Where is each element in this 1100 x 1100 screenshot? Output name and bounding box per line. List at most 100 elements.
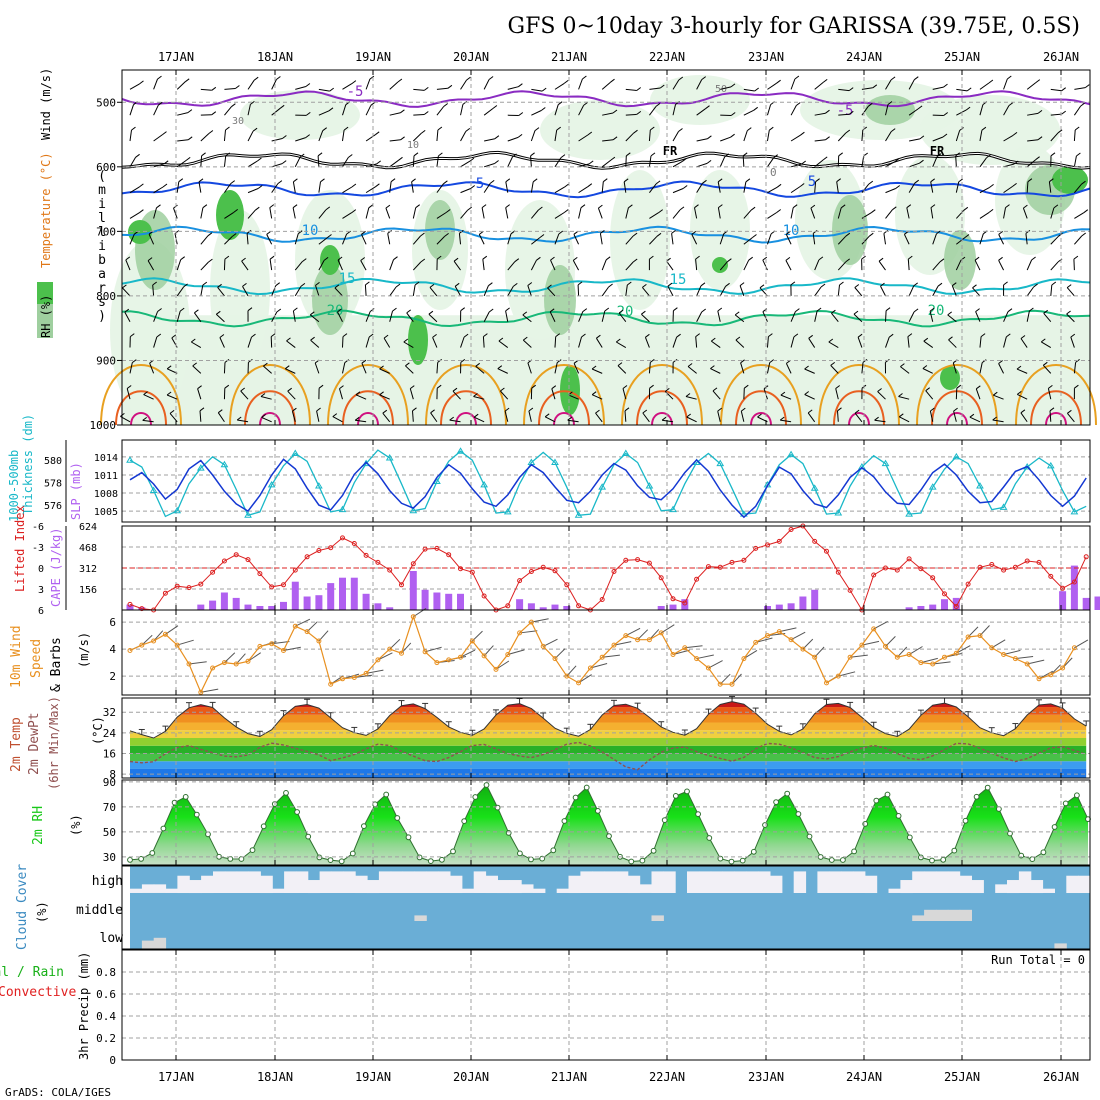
rh-tick-label: 30 (103, 851, 116, 864)
wind-barb (269, 259, 273, 271)
cloud-high-clear (853, 871, 866, 893)
wind-barb (814, 82, 824, 90)
temp-band (130, 730, 1087, 738)
wind-barb (223, 362, 226, 374)
wind-barb-flag (555, 333, 561, 338)
wind-barb (567, 419, 579, 423)
wind-barb-flag (925, 387, 931, 392)
rh-point (717, 855, 724, 862)
bottom-date-label: 17JAN (158, 1070, 194, 1084)
wind-speed-point (705, 665, 711, 671)
li-point (257, 571, 263, 577)
wind-barb-flag (898, 413, 904, 418)
li-tick-label: 0 (38, 564, 44, 575)
cloud-high-clear (710, 871, 724, 893)
top-date-label: 21JAN (551, 50, 587, 64)
wind-barb (507, 156, 513, 168)
wind-barb (743, 209, 752, 219)
li-point (399, 582, 404, 588)
wind-barb-flag (305, 112, 311, 116)
wind-barb-flag (623, 178, 629, 183)
rh-point (906, 834, 913, 841)
rh-point (405, 834, 412, 841)
rh-shade-mid (425, 200, 455, 260)
wind-barb (366, 669, 384, 674)
wind-barb-flag (776, 183, 782, 188)
wind-barb-flag (494, 135, 500, 140)
wind-barb-flag (124, 308, 130, 313)
cape-bar (917, 606, 925, 610)
wind-barb (696, 311, 703, 322)
wind-barb (217, 286, 225, 297)
wind-speed-point (458, 654, 463, 660)
wind-barb (554, 104, 559, 116)
li-point (717, 564, 723, 570)
wind-barb (649, 183, 657, 193)
thickness-frame (121, 439, 1091, 523)
wind-barb (951, 285, 957, 297)
wind-barb (337, 311, 343, 322)
temp-band (130, 768, 1087, 778)
wind-barb (932, 661, 951, 665)
wind-speed-point (942, 654, 947, 660)
thickness-point (456, 447, 465, 454)
cloud-high-clear (426, 871, 439, 893)
wind-barb (152, 284, 155, 296)
wind-barb (315, 285, 320, 297)
cloud-high-clear (319, 871, 332, 893)
cape-bar (244, 604, 252, 610)
wind-speed-point (434, 660, 440, 666)
wind-barb (1074, 639, 1089, 649)
cloud-high-clear (947, 871, 961, 893)
wind-barb (1015, 656, 1034, 660)
wind-barb-flag (178, 178, 184, 183)
wind-barb (436, 212, 447, 219)
wind-barb (672, 649, 690, 656)
wind-barb-flag (930, 178, 936, 183)
wind-barb (743, 259, 750, 271)
wind-barb (247, 160, 258, 168)
wind-barb-flag (505, 178, 511, 183)
li-point (729, 559, 735, 565)
wind-barb-flag (512, 153, 517, 158)
li-point (316, 548, 322, 553)
wind-speed-point (399, 650, 404, 656)
wind-barb-flag (255, 206, 260, 211)
wind-barb (482, 336, 485, 348)
wind-barb (766, 104, 772, 116)
wind-barb (527, 362, 532, 374)
wind-barb (601, 286, 610, 297)
wind-barb-flag (276, 308, 282, 313)
wind-barb (1050, 261, 1059, 271)
wind-barb (148, 233, 155, 245)
wind-barb-flag (1041, 338, 1046, 343)
wind-barb-flag (922, 365, 928, 369)
wind-barb-flag (185, 156, 191, 161)
wind-barb-flag (1085, 84, 1090, 88)
wind-barb (1050, 284, 1053, 296)
wind-barb (294, 286, 302, 297)
wind-barb (900, 366, 910, 374)
wind-barb (142, 419, 154, 423)
wind-barb-flag (541, 87, 547, 92)
rh-point (260, 823, 267, 830)
isotherm-25 (229, 364, 311, 426)
wind-barb-flag (143, 391, 148, 396)
li-tick-label: -3 (32, 543, 44, 554)
wind-speed-point (953, 650, 959, 656)
wind-barb-flag (152, 281, 157, 286)
cloud-high-clear (1078, 875, 1091, 894)
wind-barb-flag (475, 362, 481, 367)
wind-barb (364, 284, 367, 296)
wind-barb (837, 235, 847, 245)
rh-point (427, 858, 434, 864)
wind-barb-flag (804, 365, 809, 370)
precip-tick-label: 0.4 (96, 1010, 116, 1023)
wind-barb-flag (275, 282, 281, 287)
cloud-high-clear (450, 875, 463, 894)
wind-barb (342, 186, 353, 194)
wind-barb (672, 337, 678, 348)
wind-barb (412, 133, 422, 142)
cape-bar (374, 603, 382, 610)
